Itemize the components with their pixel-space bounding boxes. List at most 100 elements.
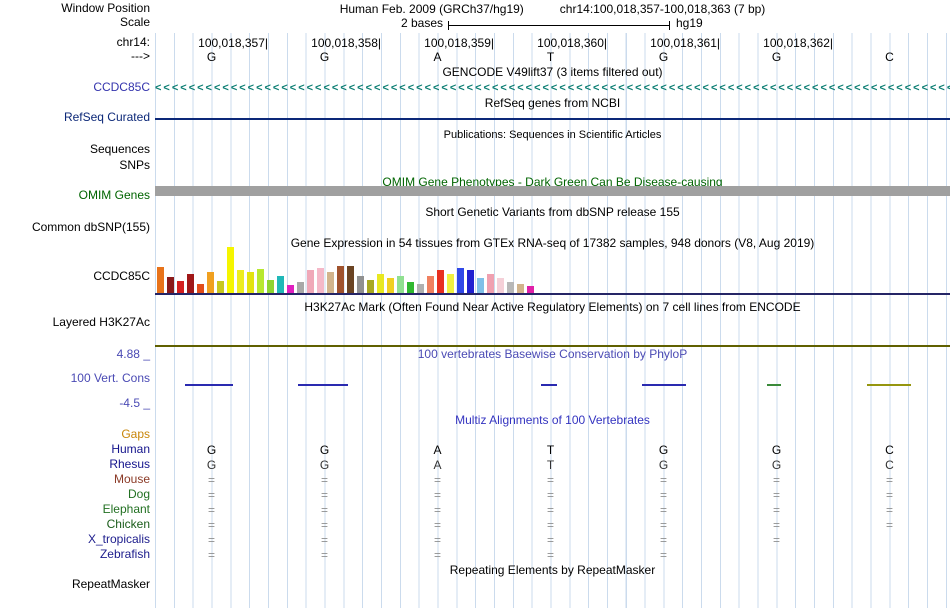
gtex-bar[interactable] (517, 284, 524, 293)
track-display-area[interactable]: Human Feb. 2009 (GRCh37/hg19) chr14:100,… (155, 0, 950, 608)
track-label-strand[interactable]: ---> (131, 49, 150, 63)
track-label-cons-name[interactable]: 100 Vert. Cons (70, 371, 150, 385)
guideline-grid (155, 33, 950, 608)
track-label-layered-h3k27ac[interactable]: Layered H3K27Ac (52, 315, 150, 329)
align-gap-mark: = (320, 473, 329, 487)
gencode-transcript-chevrons[interactable]: <<<<<<<<<<<<<<<<<<<<<<<<<<<<<<<<<<<<<<<<… (155, 82, 950, 94)
track-label-chicken[interactable]: Chicken (106, 517, 150, 531)
gtex-bar[interactable] (247, 272, 254, 293)
track-label-omim-genes[interactable]: OMIM Genes (78, 188, 150, 202)
gtex-bar[interactable] (267, 280, 274, 293)
track-title-h3k27ac: H3K27Ac Mark (Often Found Near Active Re… (304, 300, 801, 314)
align-gap-mark: = (885, 518, 894, 532)
align-gap-mark: = (207, 488, 216, 502)
gtex-bar[interactable] (277, 276, 284, 293)
track-label-elephant[interactable]: Elephant (102, 502, 150, 516)
gtex-bar[interactable] (337, 266, 344, 293)
assembly-label: Human Feb. 2009 (GRCh37/hg19) (339, 2, 524, 16)
track-label-chrom[interactable]: chr14: (116, 35, 150, 49)
gtex-bar[interactable] (237, 270, 244, 293)
scale-value: 2 bases (400, 16, 443, 30)
track-label-gaps[interactable]: Gaps (121, 427, 150, 441)
gtex-bar[interactable] (507, 282, 514, 293)
gtex-bar[interactable] (257, 269, 264, 293)
track-label-rhesus[interactable]: Rhesus (109, 457, 150, 471)
track-label-refseq-curated[interactable]: RefSeq Curated (63, 110, 150, 124)
gtex-bar[interactable] (407, 282, 414, 293)
ruler-base: A (433, 50, 442, 64)
track-label-snps[interactable]: SNPs (119, 158, 150, 172)
track-title-multiz: Multiz Alignments of 100 Vertebrates (455, 413, 650, 427)
align-gap-mark: = (885, 473, 894, 487)
gtex-bar[interactable] (477, 278, 484, 293)
align-gap-mark: = (772, 533, 781, 547)
conservation-mark (185, 384, 233, 386)
gtex-bar[interactable] (467, 270, 474, 293)
gtex-bar[interactable] (377, 274, 384, 293)
gtex-bar[interactable] (207, 272, 214, 293)
align-base: A (433, 443, 442, 457)
gtex-bar[interactable] (157, 267, 164, 293)
gtex-bar[interactable] (357, 276, 364, 293)
ruler-base: G (206, 50, 217, 64)
gtex-bar[interactable] (327, 272, 334, 293)
gtex-bar[interactable] (527, 286, 534, 293)
gtex-bar[interactable] (497, 278, 504, 293)
track-label-repeatmasker[interactable]: RepeatMasker (71, 577, 150, 591)
track-label-human[interactable]: Human (111, 442, 150, 456)
track-label-cons-max[interactable]: 4.88 _ (116, 347, 150, 361)
track-label-common-dbsnp[interactable]: Common dbSNP(155) (31, 220, 150, 234)
align-gap-mark: = (546, 473, 555, 487)
gtex-bar[interactable] (347, 266, 354, 293)
align-base: G (658, 458, 669, 472)
align-gap-mark: = (207, 473, 216, 487)
gtex-bar[interactable] (447, 274, 454, 293)
gtex-bar[interactable] (487, 274, 494, 293)
gtex-bar[interactable] (437, 270, 444, 293)
assembly-short-label: hg19 (676, 16, 703, 30)
track-label-mouse[interactable]: Mouse (113, 472, 150, 486)
omim-genes-bar[interactable] (155, 186, 950, 196)
gtex-bar[interactable] (197, 284, 204, 293)
track-label-sequences[interactable]: Sequences (89, 142, 150, 156)
align-gap-mark: = (320, 488, 329, 502)
track-label-x-tropicalis[interactable]: X_tropicalis (87, 532, 150, 546)
align-gap-mark: = (207, 503, 216, 517)
gtex-bar[interactable] (187, 274, 194, 293)
gtex-bar[interactable] (287, 285, 294, 293)
gtex-bar[interactable] (307, 270, 314, 293)
track-label-dog[interactable]: Dog (127, 487, 150, 501)
align-gap-mark: = (772, 518, 781, 532)
track-label-scale[interactable]: Scale (119, 15, 150, 29)
gtex-bar[interactable] (397, 276, 404, 293)
gtex-bar[interactable] (367, 280, 374, 293)
align-base: C (885, 443, 894, 457)
gtex-bar[interactable] (457, 268, 464, 293)
track-label-window-position[interactable]: Window Position (61, 1, 150, 15)
gtex-bar[interactable] (387, 278, 394, 293)
track-label-zebrafish[interactable]: Zebrafish (99, 547, 150, 561)
align-gap-mark: = (207, 533, 216, 547)
track-label-gtex-item[interactable]: CCDC85C (93, 269, 150, 283)
gtex-bar[interactable] (167, 277, 174, 293)
gtex-bar[interactable] (297, 282, 304, 293)
align-gap-mark: = (659, 473, 668, 487)
gtex-bar[interactable] (317, 268, 324, 293)
track-title-omim: OMIM Gene Phenotypes - Dark Green Can Be… (382, 175, 723, 189)
track-label-cons-min[interactable]: -4.5 _ (119, 396, 150, 410)
refseq-curated-line[interactable] (155, 118, 950, 120)
gtex-bar[interactable] (427, 276, 434, 293)
track-title-refseq: RefSeq genes from NCBI (484, 96, 621, 110)
track-title-repeatmasker: Repeating Elements by RepeatMasker (449, 563, 656, 577)
align-gap-mark: = (546, 503, 555, 517)
track-title-publications: Publications: Sequences in Scientific Ar… (443, 129, 662, 141)
conservation-mark (541, 384, 557, 386)
align-base: G (771, 443, 782, 457)
ruler-base: T (546, 50, 555, 64)
track-label-gencode-item[interactable]: CCDC85C (93, 80, 150, 94)
gtex-bar[interactable] (217, 281, 224, 293)
gtex-bar[interactable] (417, 284, 424, 293)
gtex-bar[interactable] (177, 281, 184, 293)
gtex-bar[interactable] (227, 247, 234, 293)
